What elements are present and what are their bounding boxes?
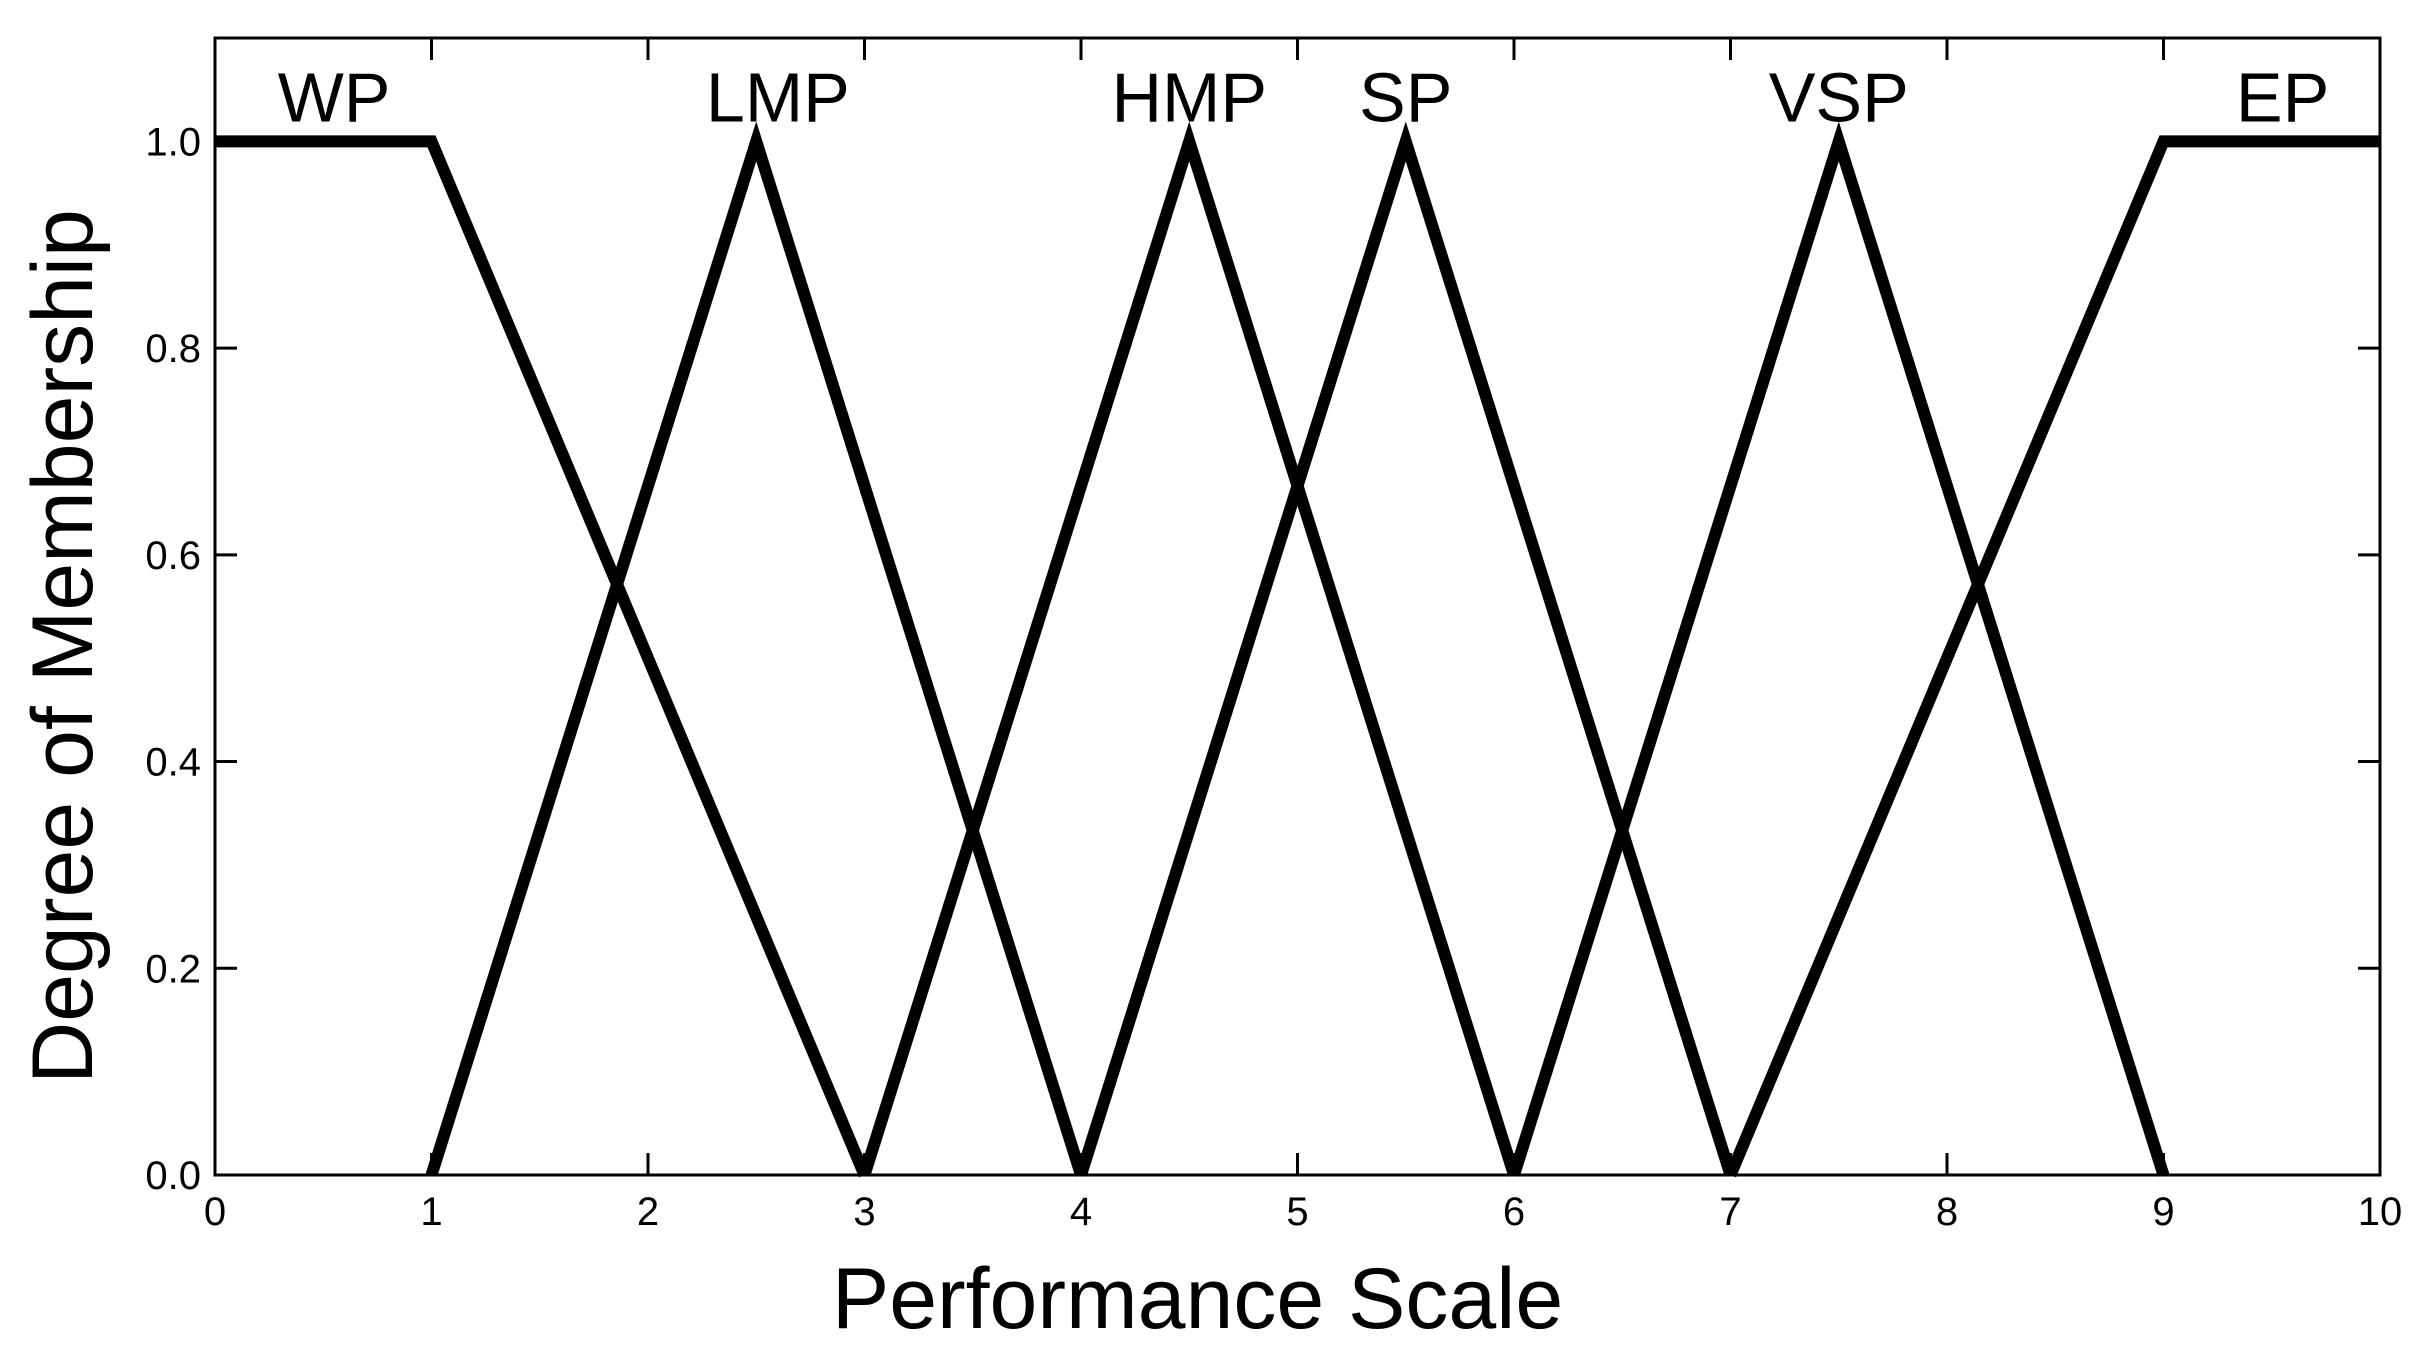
- y-tick-label: 0.2: [145, 947, 201, 991]
- x-tick-label: 0: [204, 1190, 226, 1234]
- y-tick-label: 0.6: [145, 534, 201, 578]
- series-line-hmp: [858, 121, 1520, 1177]
- x-tick-label: 4: [1070, 1190, 1092, 1234]
- series-label-wp: WP: [278, 58, 391, 136]
- y-tick-label: 0.4: [145, 741, 201, 785]
- series-label-vsp: VSP: [1769, 58, 1909, 136]
- x-tick-label: 2: [637, 1190, 659, 1234]
- x-tick-label: 8: [1936, 1190, 1958, 1234]
- x-tick-label: 1: [420, 1190, 442, 1234]
- x-tick-label: 3: [853, 1190, 875, 1234]
- series-label-ep: EP: [2236, 58, 2329, 136]
- series-line-ep: [1724, 135, 2380, 1178]
- series-line-vsp: [1508, 121, 2170, 1177]
- y-tick-label: 0.0: [145, 1154, 201, 1198]
- y-tick-label: 1.0: [145, 120, 201, 164]
- series-label-hmp: HMP: [1111, 58, 1267, 136]
- series-line-wp: [215, 135, 871, 1178]
- y-axis-label: Degree of Membership: [15, 209, 111, 1084]
- axes: 0 1 2 3 4 5 6 7 8 9 10 0.0 0.2 0.4 0.6 0.8 1.0: [145, 36, 2403, 1234]
- series-line-sp: [1075, 121, 1737, 1177]
- x-tick-label: 10: [2358, 1190, 2403, 1234]
- plot-frame: [213, 36, 2382, 1177]
- x-tick-label: 6: [1503, 1190, 1525, 1234]
- series-label-sp: SP: [1359, 58, 1452, 136]
- x-tick-label: 9: [2152, 1190, 2174, 1234]
- series-line-lmp: [425, 121, 1087, 1177]
- x-tick-label: 5: [1286, 1190, 1308, 1234]
- series-lines: [215, 121, 2380, 1178]
- series-labels: WP LMP HMP SP VSP EP: [278, 58, 2330, 136]
- x-tick-label: 7: [1719, 1190, 1741, 1234]
- series-label-lmp: LMP: [706, 58, 850, 136]
- x-axis-label: Performance Scale: [832, 1251, 1563, 1347]
- y-tick-label: 0.8: [145, 327, 201, 371]
